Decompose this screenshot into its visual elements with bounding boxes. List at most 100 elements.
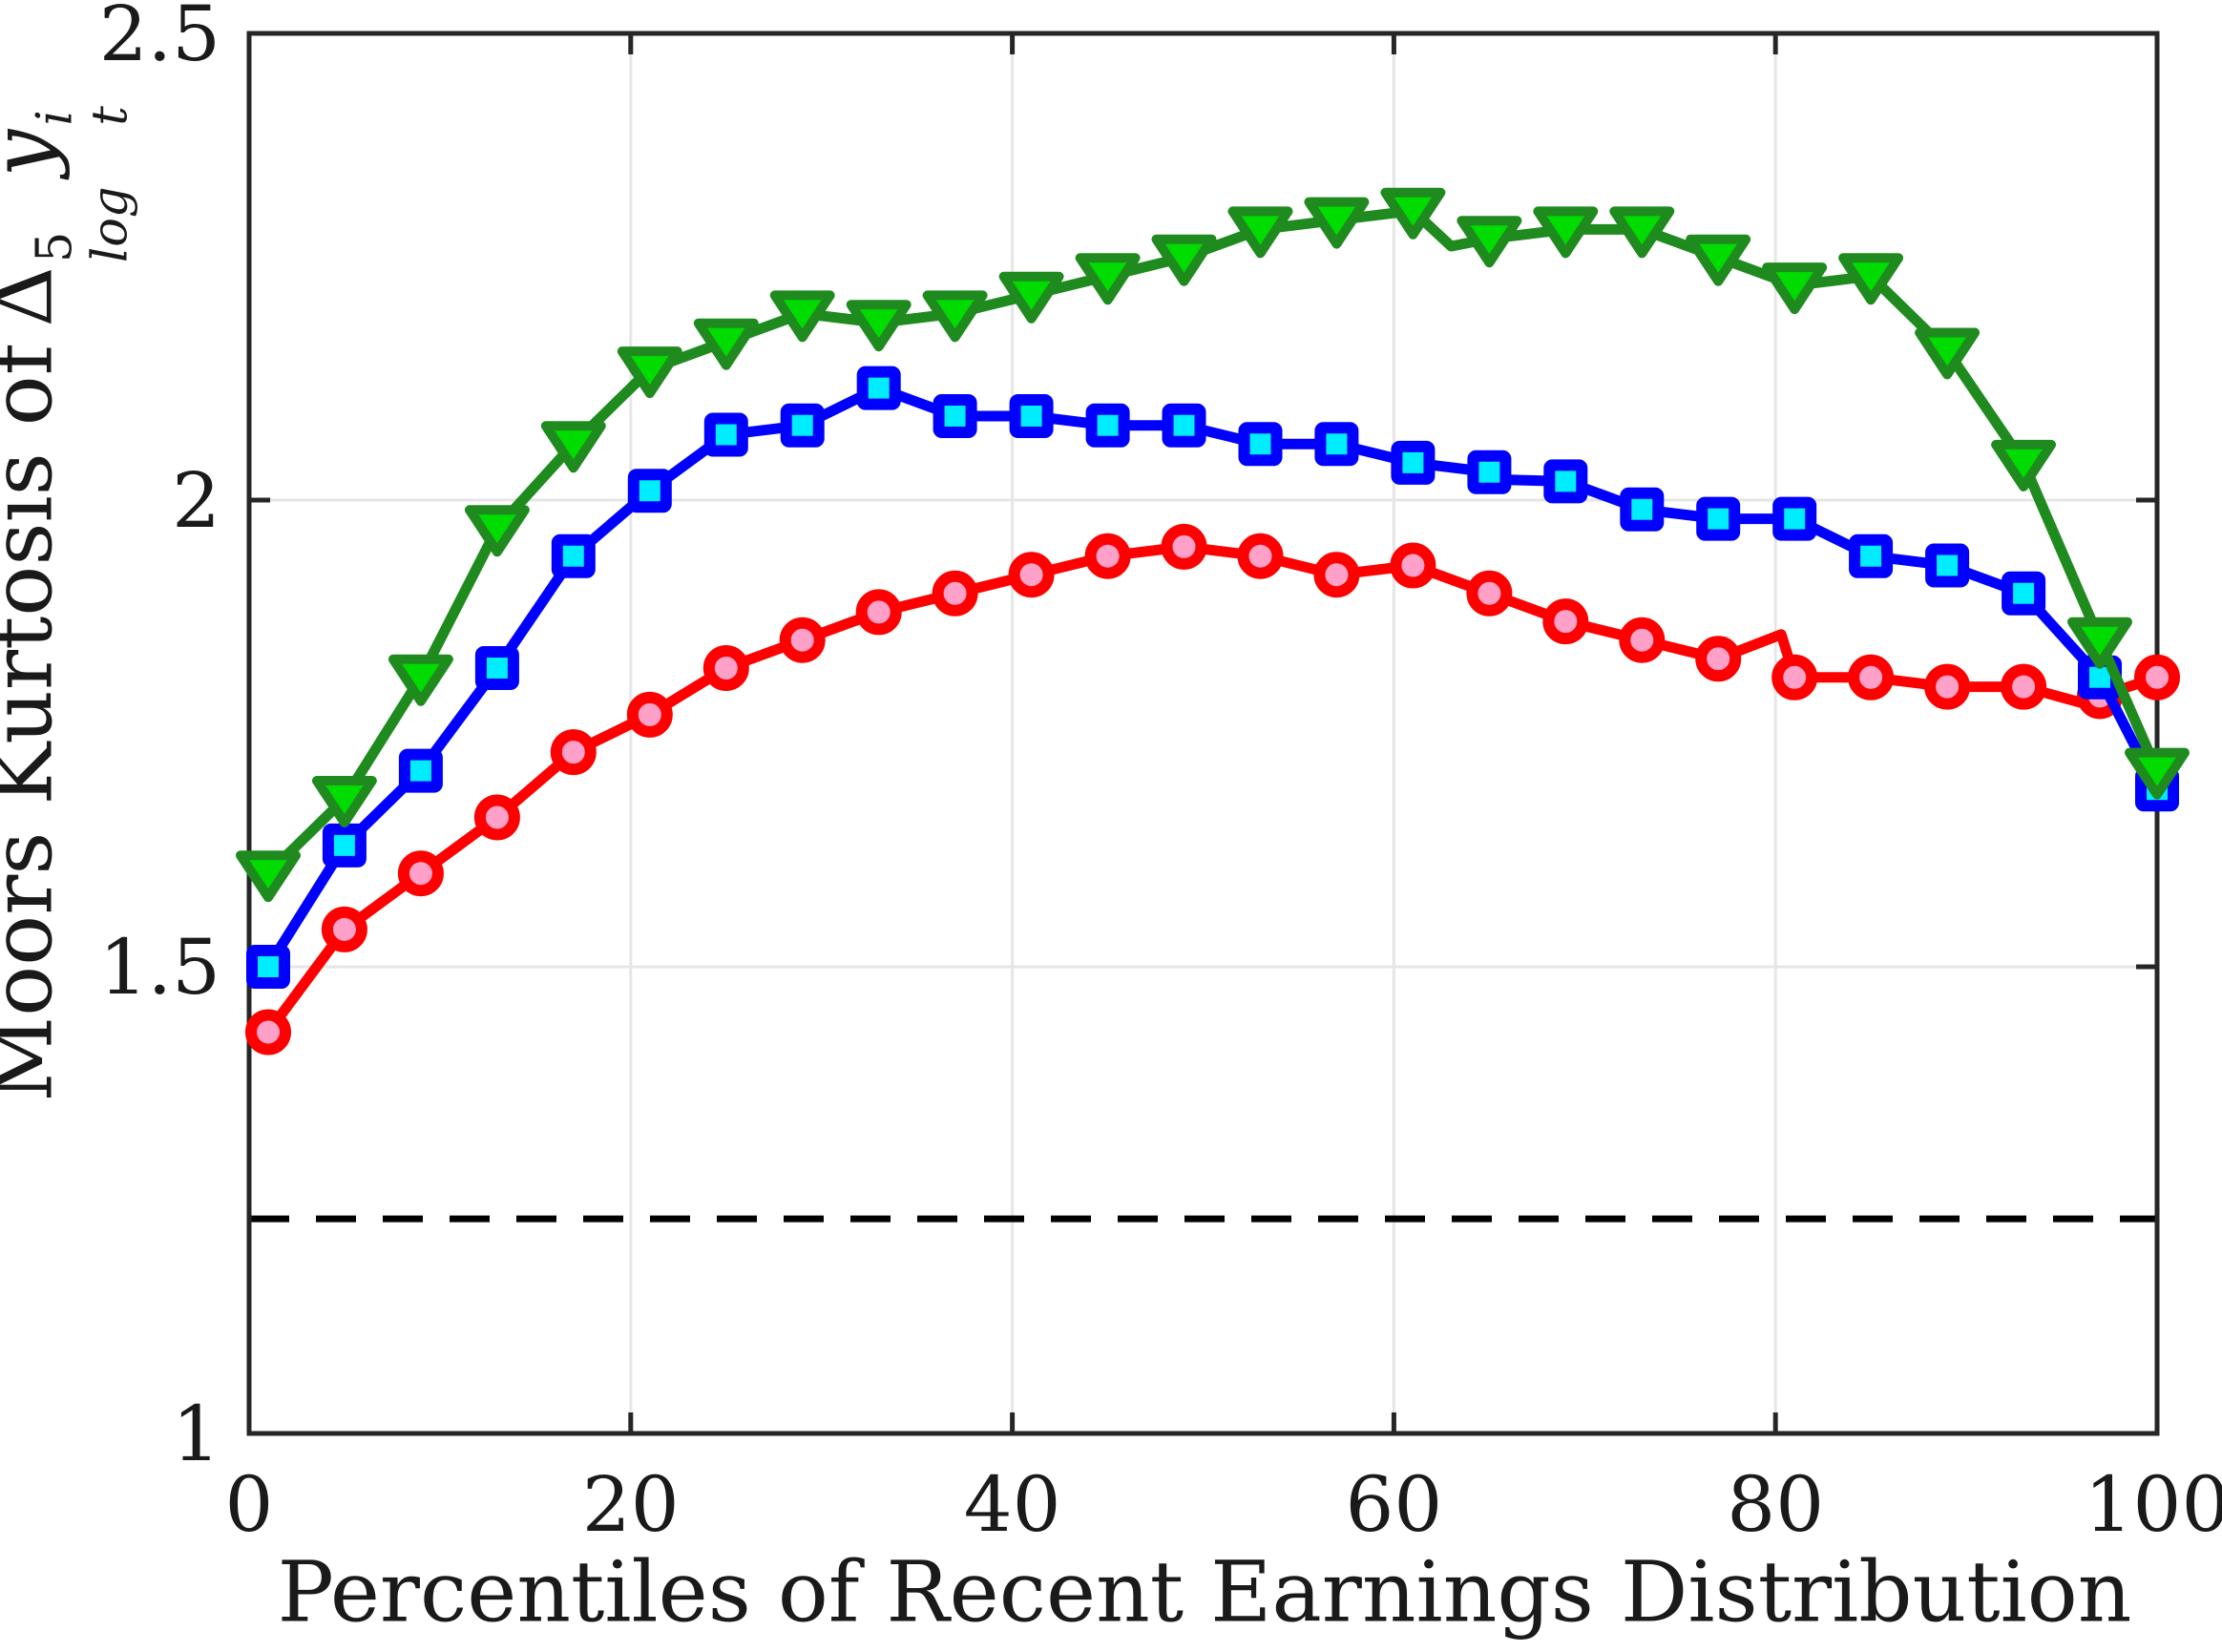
marker-square [1085, 403, 1130, 448]
marker-circle [1084, 533, 1131, 579]
marker-square [1849, 533, 1894, 578]
marker-square [398, 748, 443, 793]
marker-triangle-down [1457, 216, 1522, 268]
marker-circle [473, 794, 520, 841]
marker-triangle-down [998, 271, 1064, 324]
marker-triangle-down [922, 290, 988, 343]
marker-circle [550, 729, 597, 776]
marker-square [703, 412, 748, 457]
marker-circle [1542, 598, 1589, 645]
marker-circle [855, 589, 902, 636]
y-tick-label: 2.5 [99, 0, 220, 78]
marker-circle [1008, 552, 1055, 598]
marker-triangle-down [236, 850, 301, 903]
marker-circle [321, 906, 367, 952]
delta-subscript: log [82, 186, 139, 263]
marker-circle [1161, 523, 1207, 570]
marker-circle [1390, 542, 1436, 589]
marker-square [1543, 459, 1588, 504]
marker-triangle-down [1991, 439, 2057, 491]
marker-square [856, 366, 901, 410]
marker-circle [1237, 533, 1284, 579]
marker-square [627, 469, 672, 513]
marker-square [1009, 394, 1054, 438]
marker-circle [1695, 636, 1742, 682]
marker-circle [1848, 654, 1895, 701]
marker-square [322, 823, 367, 868]
delta-symbol: Δ [0, 266, 72, 327]
y-tick-label: 1 [172, 1390, 220, 1478]
marker-square [1391, 440, 1436, 485]
marker-circle [245, 1009, 291, 1056]
marker-circle [1771, 654, 1818, 701]
marker-triangle-down [1838, 253, 1904, 305]
series-green-triangles [236, 187, 2190, 903]
marker-triangle-down [846, 300, 912, 352]
marker-circle [1924, 663, 1971, 710]
marker-square [780, 403, 825, 448]
marker-triangle-down [693, 318, 759, 370]
marker-square [474, 646, 519, 690]
x-tick-label: 20 [582, 1460, 680, 1549]
marker-square [246, 945, 290, 989]
marker-triangle-down [1304, 197, 1370, 249]
marker-circle [1466, 570, 1513, 617]
delta-superscript: 5 [28, 231, 85, 263]
y-axis-label-text: Moors Kurtosis of [0, 344, 72, 1102]
marker-circle [626, 691, 673, 738]
marker-triangle-down [1762, 262, 1828, 315]
marker-triangle-down [1151, 234, 1217, 286]
series-blue-squares [246, 366, 2179, 989]
marker-square [933, 394, 977, 438]
marker-triangle-down [388, 654, 453, 706]
y-subscript: t [82, 106, 139, 126]
marker-circle [1313, 552, 1360, 598]
marker-triangle-down [1075, 253, 1141, 305]
y-axis-label: Moors Kurtosis of Δ5logyit [0, 96, 139, 1102]
x-tick-label: 80 [1727, 1460, 1824, 1549]
marker-circle [397, 850, 444, 897]
x-axis-label-text: Percentiles of Recent Earnings Distribut… [277, 1542, 2132, 1642]
marker-circle [932, 570, 978, 617]
marker-triangle-down [2067, 617, 2132, 669]
marker-triangle-down [1915, 327, 1981, 380]
x-tick-label: 40 [964, 1460, 1061, 1549]
marker-triangle-down [1380, 187, 1446, 240]
x-tick-label: 0 [225, 1460, 274, 1549]
marker-square [1772, 496, 1817, 541]
y-tick-label: 1.5 [99, 923, 220, 1012]
marker-triangle-down [2125, 747, 2190, 800]
green-triangles-line [262, 205, 2163, 879]
marker-triangle-down [1609, 206, 1675, 259]
plot-border [246, 31, 2160, 1436]
marker-square [2002, 571, 2046, 616]
marker-square [1162, 403, 1206, 448]
marker-square [1925, 543, 1970, 588]
marker-square [1696, 496, 1741, 541]
marker-circle [1619, 617, 1666, 663]
marker-square [1314, 422, 1359, 467]
marker-triangle-down [464, 505, 530, 557]
y-variable: y [0, 130, 72, 178]
marker-square [1620, 487, 1665, 532]
marker-square [551, 533, 596, 578]
x-tick-label: 60 [1346, 1460, 1443, 1549]
marker-triangle-down [540, 421, 606, 473]
marker-circle [2134, 654, 2180, 701]
red-circles-line [262, 541, 2163, 1037]
x-tick-label: 100 [2085, 1460, 2222, 1549]
marker-circle [702, 645, 749, 691]
marker-circle [779, 617, 826, 663]
marker-triangle-down [769, 290, 835, 343]
marker-square [1467, 450, 1512, 494]
series-red-circles [245, 523, 2180, 1056]
y-superscript: i [28, 110, 85, 126]
y-tick-label: 2 [172, 456, 220, 545]
x-axis-label: Percentiles of Recent Earnings Distribut… [278, 1543, 2132, 1642]
marker-triangle-down [1533, 206, 1599, 259]
marker-triangle-down [1227, 206, 1293, 259]
marker-circle [2001, 663, 2047, 710]
marker-square [1238, 422, 1283, 467]
